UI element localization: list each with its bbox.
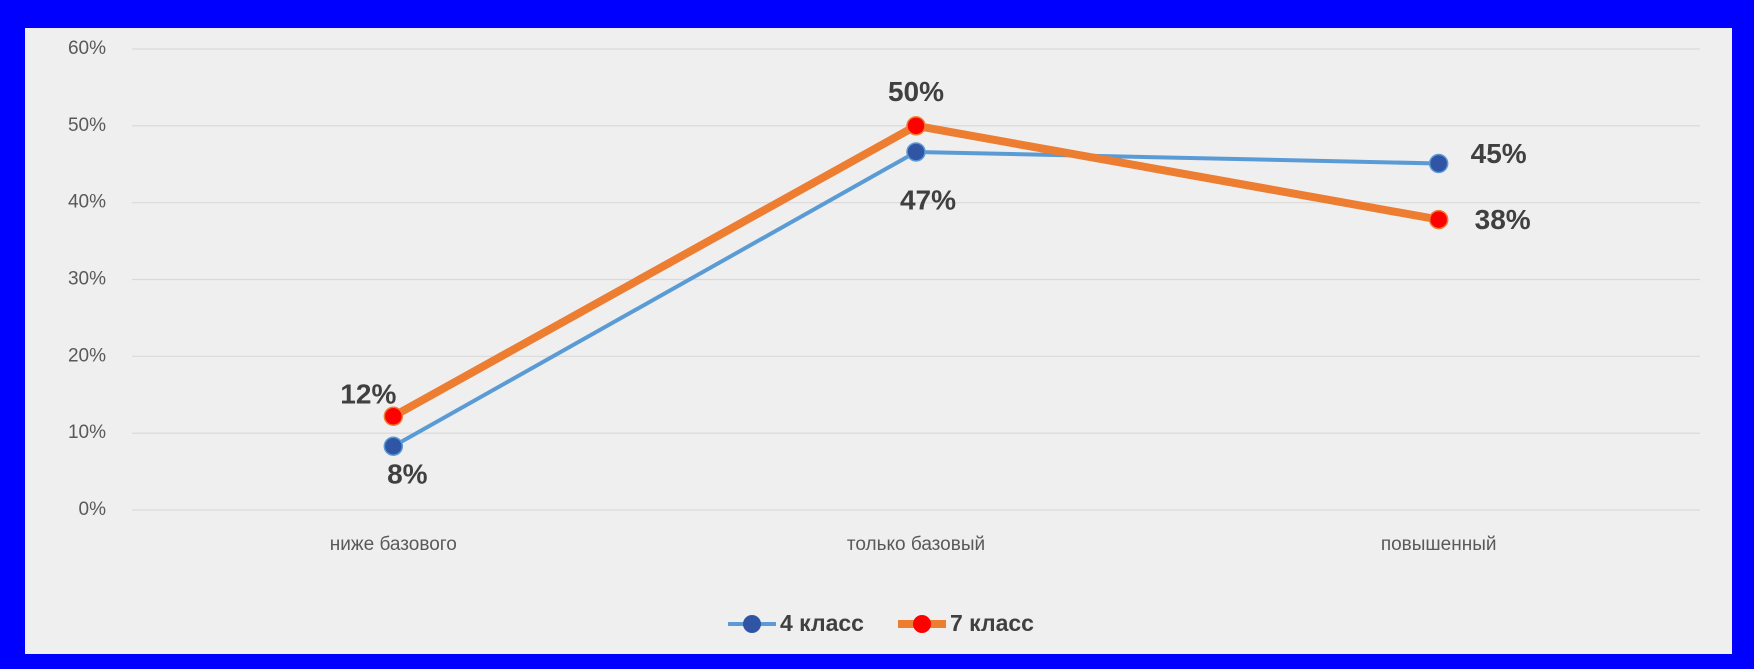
data-label: 47% (900, 184, 956, 215)
y-tick-label: 60% (68, 38, 106, 59)
legend-label: 7 класс (950, 610, 1034, 636)
marker (383, 406, 404, 427)
marker (906, 116, 926, 136)
data-label: 12% (340, 379, 396, 410)
chart-panel (25, 28, 1732, 654)
marker (1428, 209, 1449, 230)
x-tick-label: только базовый (847, 534, 985, 555)
x-tick-label: повышенный (1381, 534, 1497, 555)
legend-marker (743, 615, 761, 633)
legend-label: 4 класс (780, 610, 864, 636)
marker (383, 436, 404, 456)
y-tick-label: 10% (68, 422, 106, 443)
marker (1428, 153, 1449, 174)
y-tick-label: 40% (68, 192, 106, 213)
y-tick-label: 50% (68, 115, 106, 136)
marker (906, 142, 926, 162)
x-tick-label: ниже базового (330, 534, 457, 555)
data-label: 38% (1475, 204, 1531, 235)
data-label: 50% (888, 76, 944, 107)
data-label: 8% (387, 459, 428, 490)
y-tick-label: 30% (68, 269, 106, 290)
y-tick-label: 20% (68, 345, 106, 366)
data-label: 45% (1471, 138, 1527, 169)
y-tick-label: 0% (79, 499, 107, 520)
legend-marker (913, 615, 931, 633)
